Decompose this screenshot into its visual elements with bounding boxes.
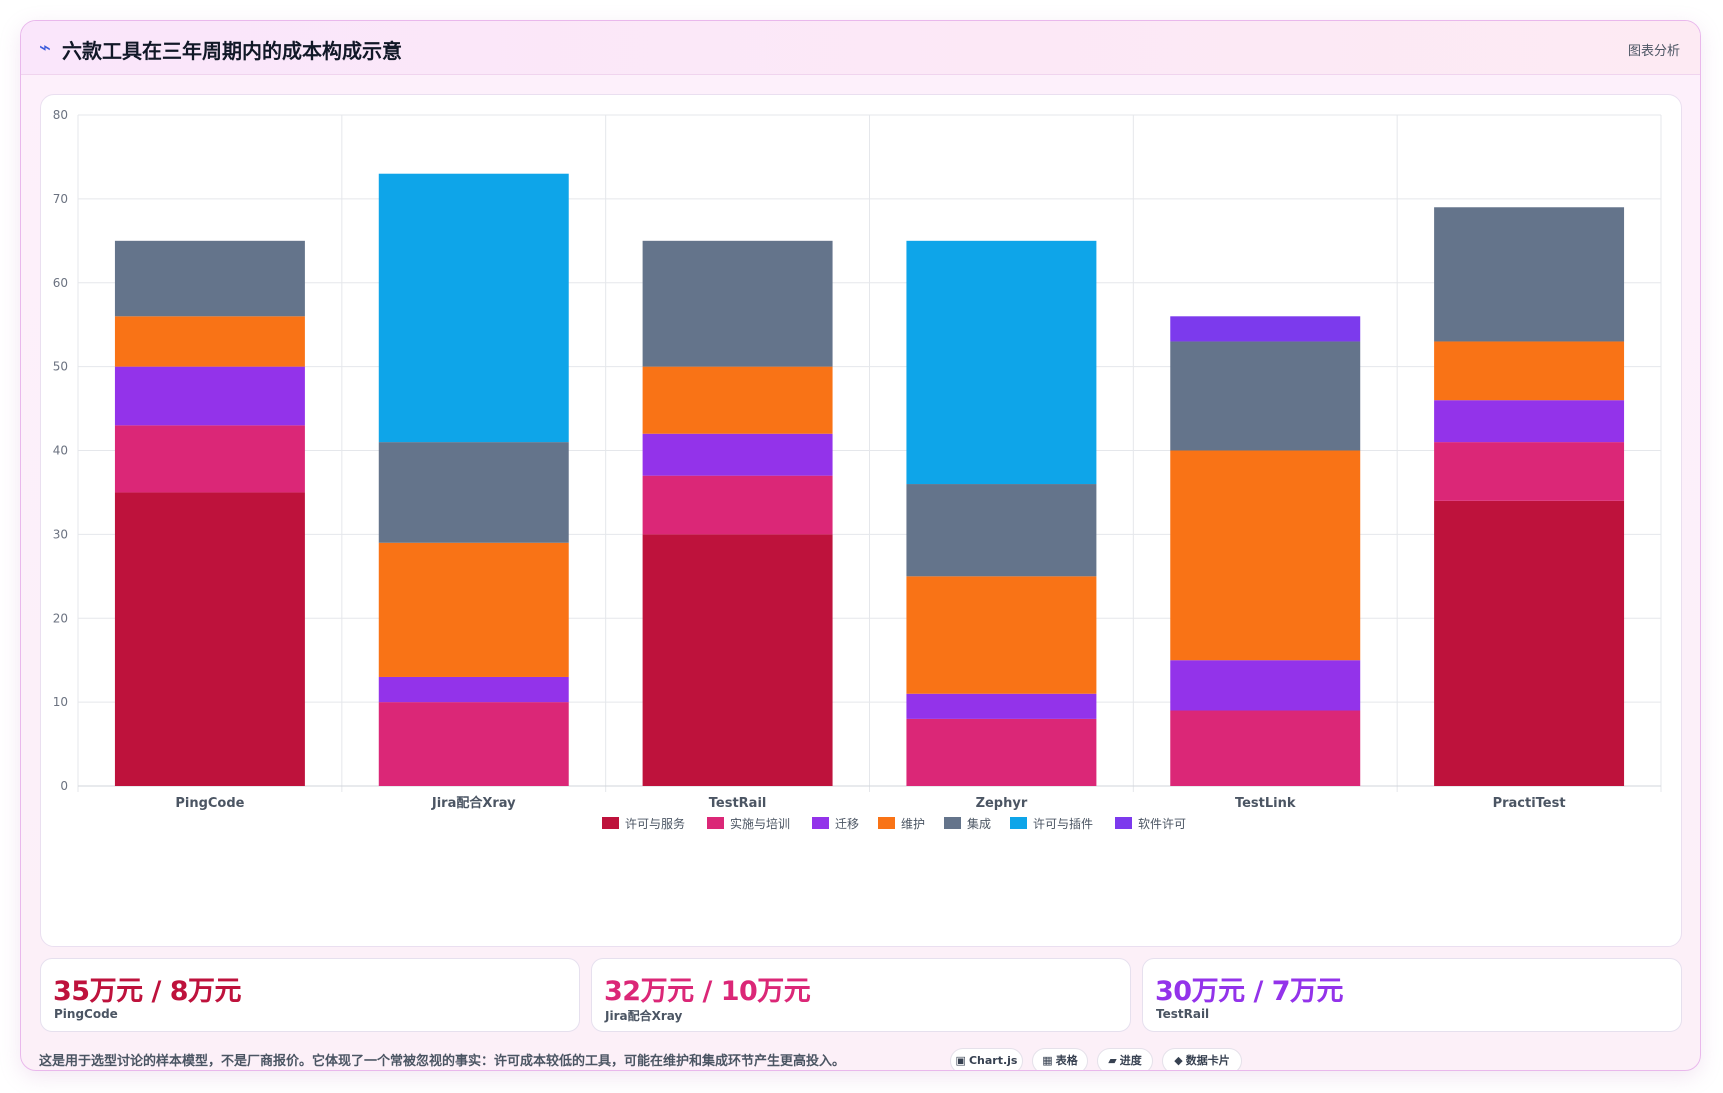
page-title: 六款工具在三年周期内的成本构成示意: [62, 39, 402, 63]
bar-segment: [1434, 341, 1625, 401]
stat-value: 30万元 / 7万元: [1155, 976, 1344, 1007]
legend-label: 集成: [967, 816, 991, 831]
bar-segment: [642, 433, 833, 476]
bar-segment: [1434, 207, 1625, 342]
bar-segment: [1170, 660, 1361, 711]
bar-segment: [114, 425, 305, 493]
x-tick-label: Zephyr: [976, 796, 1028, 811]
stat-card-jira-xray: 32万元 / 10万元 Jira配合Xray: [591, 958, 1131, 1032]
tag-label: 表格: [1055, 1054, 1078, 1067]
stat-value: 35万元 / 8万元: [53, 976, 242, 1007]
stacked-bar-chart: 0 10 20 30 40 50 60 70 80 PingCode Jira配合Xray TestR…: [53, 108, 1662, 831]
bar-segment: [642, 240, 833, 367]
bar-segment: [378, 542, 569, 677]
x-tick-label: PractiTest: [1493, 796, 1566, 811]
y-tick-label: 20: [53, 611, 68, 625]
y-tick-label: 50: [53, 360, 68, 374]
bar-segment: [906, 484, 1097, 577]
legend-label: 软件许可: [1138, 817, 1186, 831]
diamond-icon: ◆: [1174, 1054, 1183, 1067]
legend-swatch: [812, 817, 829, 829]
stat-label: TestRail: [1156, 1007, 1210, 1021]
bar-segment: [378, 173, 569, 443]
x-tick-label: TestLink: [1235, 796, 1296, 811]
footnote: 这是用于选型讨论的样本模型，不是厂商报价。它体现了一个常被忽视的事实：许可成本较…: [39, 1054, 846, 1069]
bar-segment: [1434, 400, 1625, 443]
tag-progress[interactable]: ▰ 进度: [1097, 1048, 1153, 1070]
legend-swatch: [878, 817, 895, 829]
chart-analysis-link[interactable]: 图表分析: [1627, 44, 1680, 59]
bar-segment: [1434, 442, 1625, 501]
bar-segment: [642, 366, 833, 434]
legend-label: 实施与培训: [730, 816, 790, 831]
y-tick-label: 0: [60, 779, 68, 793]
tag-label: 进度: [1119, 1054, 1142, 1067]
bar-segment: [642, 534, 833, 786]
x-tick-label: Jira配合Xray: [431, 795, 516, 811]
x-tick-label: TestRail: [709, 796, 767, 811]
legend-swatch: [707, 817, 724, 829]
y-tick-label: 80: [53, 108, 68, 122]
y-tick-label: 10: [53, 695, 68, 709]
tag-table[interactable]: ▦ 表格: [1032, 1048, 1088, 1070]
tag-chartjs[interactable]: ▣ Chart.js: [950, 1048, 1023, 1070]
bar-segment: [114, 240, 305, 317]
tag-label: Chart.js: [968, 1054, 1018, 1067]
bar-segment: [906, 718, 1097, 786]
legend-swatch: [1115, 817, 1132, 829]
chart-panel: 0 10 20 30 40 50 60 70 80 PingCode Jira配合Xray TestR…: [40, 94, 1682, 947]
x-tick-label: PingCode: [175, 796, 244, 811]
tag-label: 数据卡片: [1185, 1054, 1230, 1067]
bar-segment: [378, 676, 569, 703]
bar-segment: [1170, 316, 1361, 342]
progress-icon: ▰: [1108, 1054, 1117, 1067]
legend-swatch: [1010, 817, 1027, 829]
y-tick-label: 30: [53, 527, 68, 541]
card-header: ⌁ 六款工具在三年周期内的成本构成示意 图表分析: [21, 21, 1700, 75]
bar-segment: [906, 240, 1097, 485]
stat-cards: 35万元 / 8万元 PingCode 32万元 / 10万元 Jira配合Xr…: [40, 958, 1682, 1032]
stat-label: Jira配合Xray: [605, 1009, 683, 1023]
bar-segment: [1170, 710, 1361, 786]
stat-value: 32万元 / 10万元: [604, 976, 811, 1007]
bar-segment: [378, 702, 569, 786]
chart-card: ⌁ 六款工具在三年周期内的成本构成示意 图表分析 0 10 20 30 40 50 60 70…: [20, 20, 1701, 1071]
y-tick-label: 40: [53, 444, 68, 458]
stat-card-testrail: 30万元 / 7万元 TestRail: [1142, 958, 1682, 1032]
pulse-icon: ⌁: [39, 35, 52, 59]
bar-segment: [642, 475, 833, 535]
bar-segment: [114, 492, 305, 786]
bar-segment: [1170, 450, 1361, 661]
chart-icon: ▣: [955, 1054, 966, 1067]
legend-swatch: [602, 817, 619, 829]
y-tick-label: 70: [53, 192, 68, 206]
bar-segment: [1434, 500, 1625, 786]
bar-segment: [1170, 341, 1361, 451]
stat-label: PingCode: [54, 1007, 118, 1021]
bar-segment: [114, 316, 305, 367]
legend-label: 迁移: [835, 817, 859, 831]
bar-segment: [378, 442, 569, 543]
bar-segment: [114, 366, 305, 426]
legend-swatch: [944, 817, 961, 829]
table-icon: ▦: [1042, 1054, 1053, 1067]
stat-card-pingcode: 35万元 / 8万元 PingCode: [40, 958, 580, 1032]
bar-segment: [906, 693, 1097, 719]
tag-data-card[interactable]: ◆ 数据卡片: [1162, 1048, 1242, 1070]
legend-label: 许可与插件: [1033, 817, 1093, 831]
y-tick-label: 60: [53, 276, 68, 290]
legend-label: 维护: [901, 817, 925, 831]
legend-label: 许可与服务: [625, 816, 685, 831]
bar-segment: [906, 576, 1097, 694]
